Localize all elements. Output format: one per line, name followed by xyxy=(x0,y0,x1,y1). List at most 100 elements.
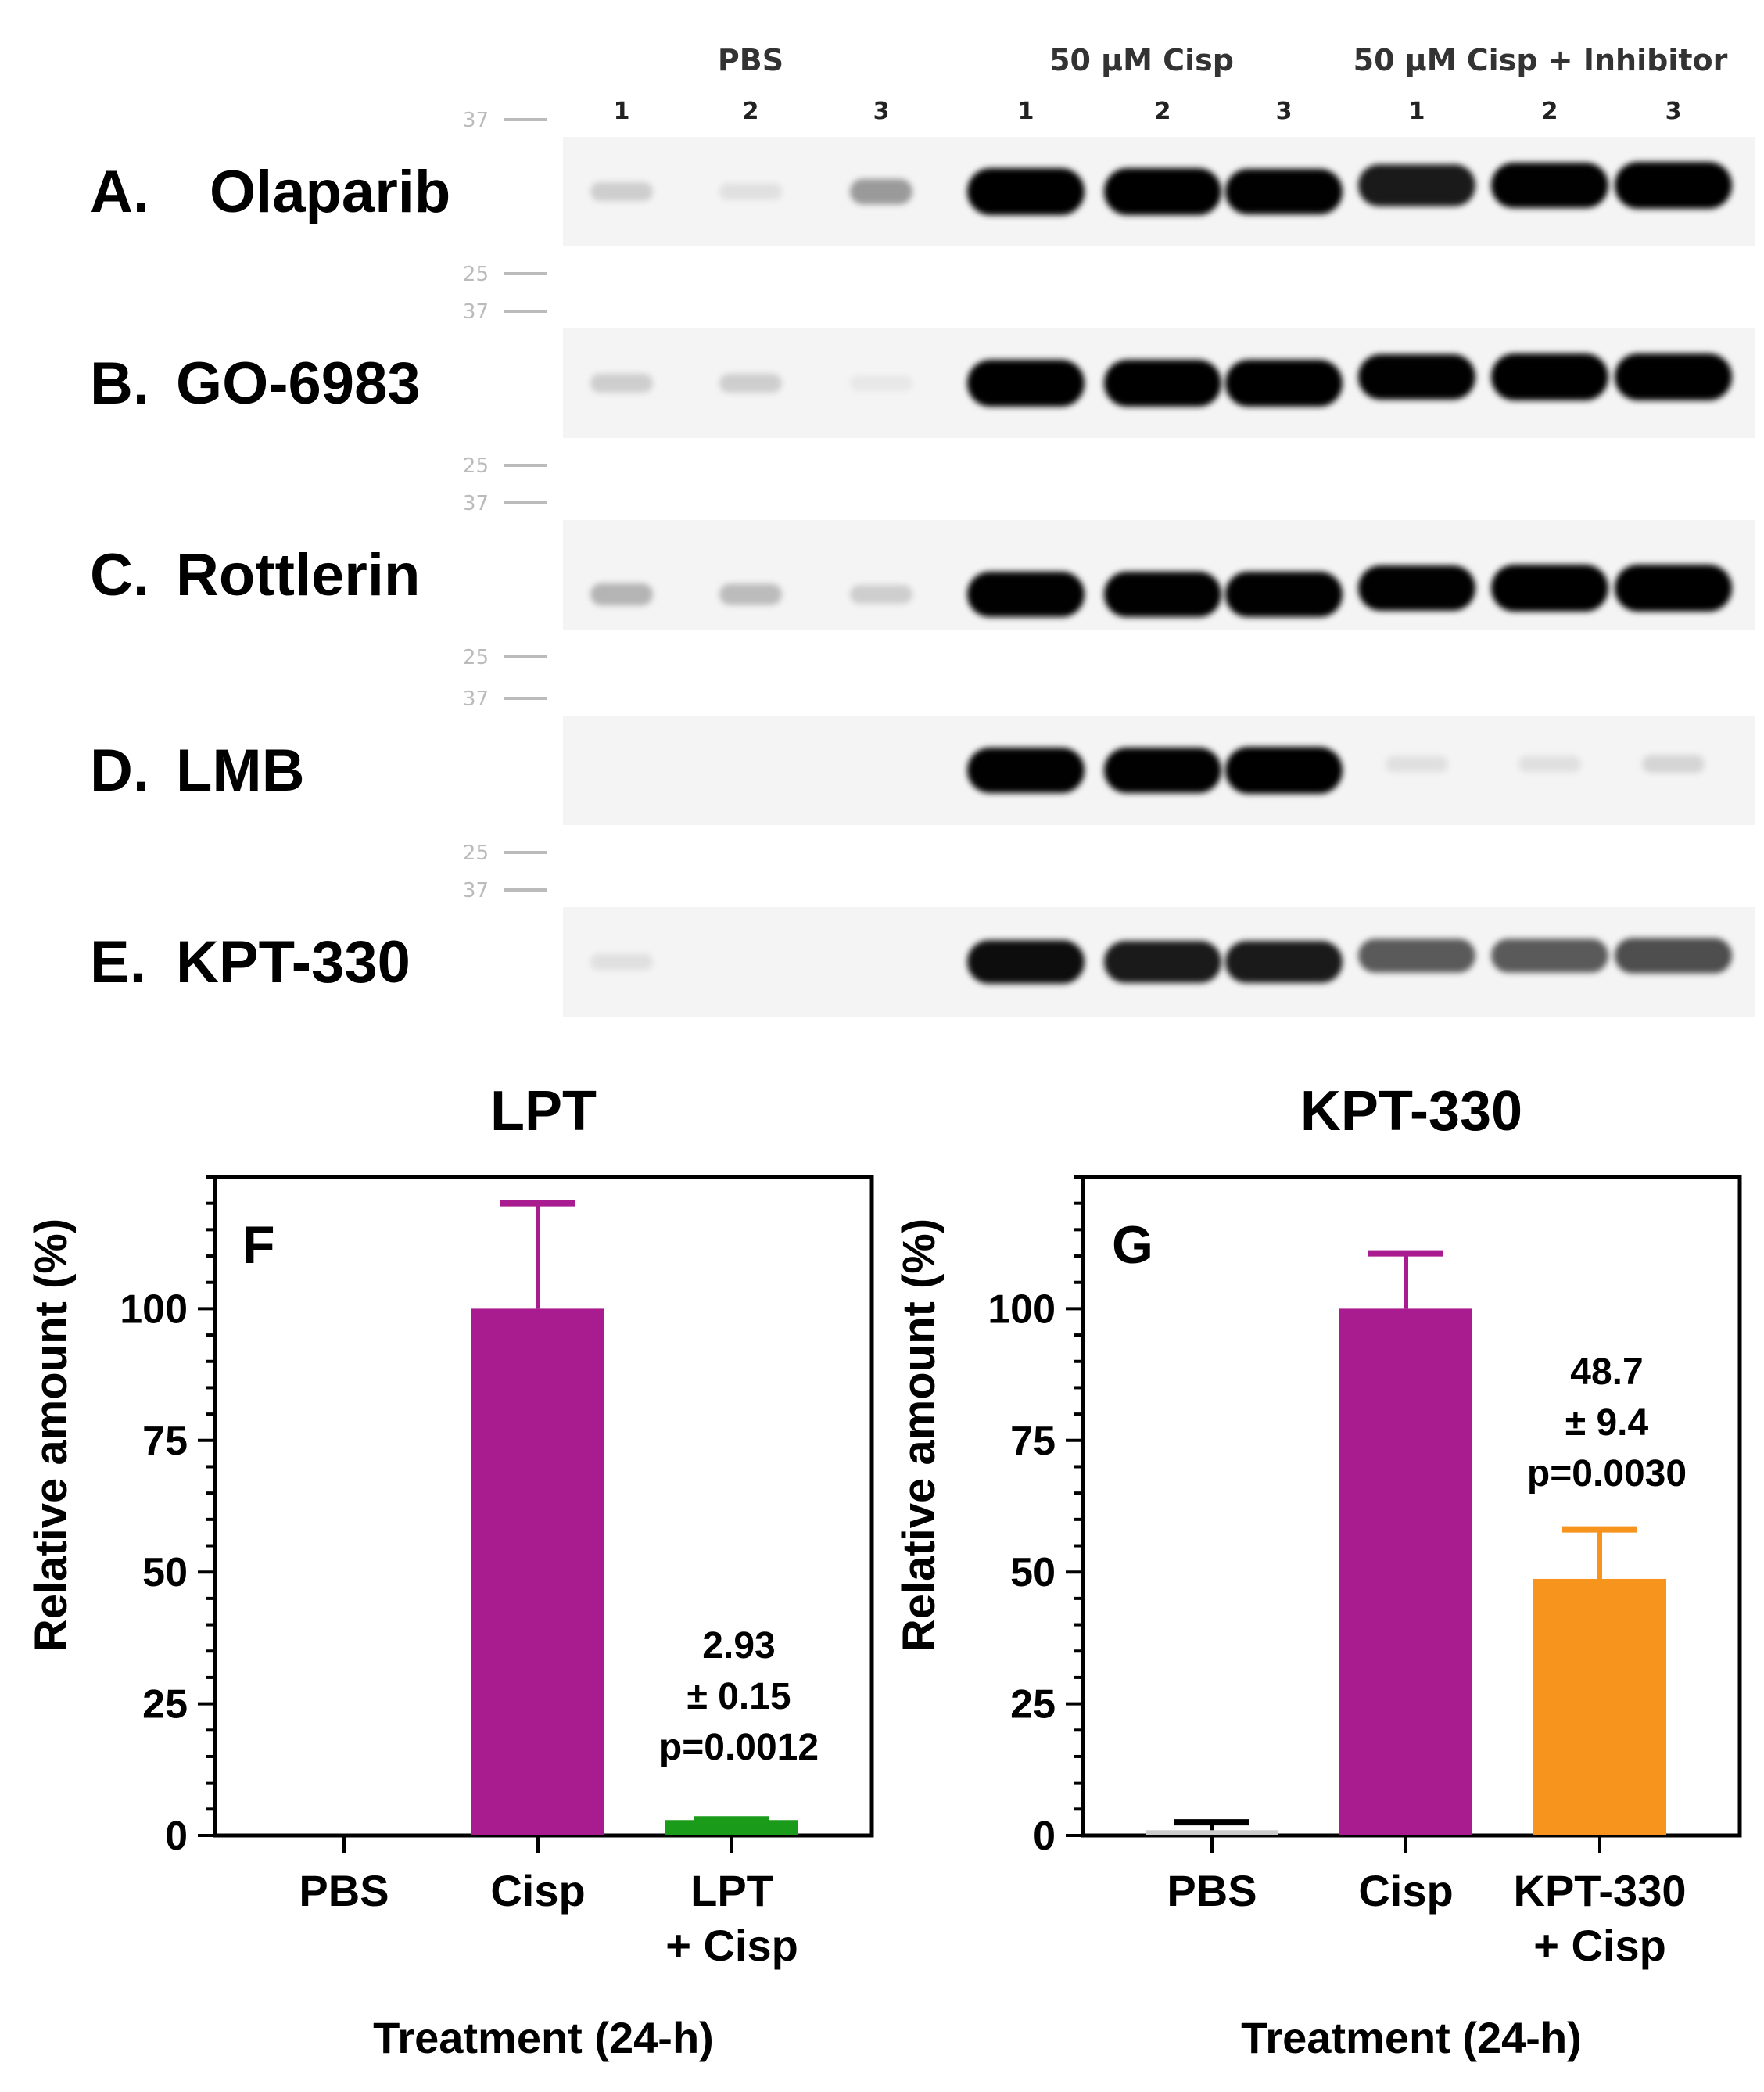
x-tick-label: Cisp xyxy=(1358,1866,1453,1915)
blot-row-letter: D. xyxy=(90,737,149,804)
mw-marker-25: 25 xyxy=(463,841,489,865)
annotation-p: p=0.0012 xyxy=(659,1727,819,1768)
y-tick-label: 25 xyxy=(1010,1682,1056,1728)
blot-band xyxy=(1615,353,1732,400)
blot-band xyxy=(1225,747,1343,794)
blot-row-letter: E. xyxy=(90,929,146,996)
blot-band xyxy=(1491,163,1608,208)
y-tick-label: 25 xyxy=(142,1682,188,1728)
bar xyxy=(471,1308,604,1835)
y-ticks: 0 25 50 75 100 xyxy=(988,1175,1083,1859)
blot-band xyxy=(1386,755,1448,773)
blot-header-cisp: 50 µM Cisp xyxy=(1049,43,1234,77)
blot-band xyxy=(1491,565,1608,612)
blot-band xyxy=(1225,360,1343,407)
blot-band xyxy=(719,183,782,200)
blot-band xyxy=(1225,941,1343,983)
blot-row: 37 25 B. GO-6983 xyxy=(90,300,1755,478)
blot-band xyxy=(590,953,653,971)
blot-band xyxy=(850,375,912,392)
y-tick-label: 100 xyxy=(988,1286,1056,1332)
blot-band xyxy=(1518,755,1581,773)
x-tick-label: LPT xyxy=(690,1866,773,1915)
blot-row-name: Rottlerin xyxy=(176,542,420,608)
annotation-sd: ± 0.15 xyxy=(687,1676,791,1717)
x-axis-label: Treatment (24-h) xyxy=(1241,2013,1582,2062)
blot-row: 37 25 D. LMB xyxy=(90,687,1755,865)
annotation-mean: 48.7 xyxy=(1570,1351,1643,1393)
blot-band xyxy=(719,583,782,605)
y-tick-label: 50 xyxy=(142,1550,188,1595)
blot-band xyxy=(1642,755,1705,773)
annotation-mean: 2.93 xyxy=(702,1625,775,1667)
chart-title: LPT xyxy=(490,1080,597,1143)
blot-band xyxy=(590,181,653,202)
x-axis-label: Treatment (24-h) xyxy=(373,2013,714,2062)
y-tick-label: 0 xyxy=(1033,1814,1056,1859)
blot-row-name: LMB xyxy=(176,737,305,804)
panel-label: G xyxy=(1112,1215,1153,1275)
x-tick-label: + Cisp xyxy=(665,1921,798,1970)
blot-band xyxy=(1225,572,1343,617)
lane-label: 3 xyxy=(873,98,890,125)
bar xyxy=(1533,1578,1666,1835)
mw-marker-37: 37 xyxy=(463,687,489,711)
x-tick-label: PBS xyxy=(299,1866,389,1915)
blot-header-cisp-inhibitor: 50 µM Cisp + Inhibitor xyxy=(1353,43,1728,77)
lane-label: 1 xyxy=(614,98,630,125)
bar xyxy=(1146,1830,1278,1835)
bar xyxy=(665,1820,798,1835)
mw-marker-25: 25 xyxy=(463,646,489,669)
blot-band xyxy=(1615,938,1732,974)
blot-band xyxy=(1358,938,1475,973)
y-axis-label: Relative amount (%) xyxy=(26,1218,77,1652)
lane-label: 1 xyxy=(1409,98,1425,125)
blot-band xyxy=(719,373,782,393)
blot-band xyxy=(1225,169,1343,214)
blot-band xyxy=(1358,565,1475,611)
y-tick-label: 0 xyxy=(165,1814,188,1859)
chart-title: KPT-330 xyxy=(1300,1080,1522,1143)
y-tick-label: 75 xyxy=(1010,1419,1056,1464)
blot-row: 37 E. KPT-330 xyxy=(90,879,1755,1017)
blot-band xyxy=(1104,748,1221,793)
blot-rows: 37 25 A. Olaparib 37 25 B. GO-6983 37 25 C. Rottler… xyxy=(90,109,1755,1017)
annotation: 48.7 ± 9.4 p=0.0030 xyxy=(1527,1351,1687,1495)
blot-row-name: GO-6983 xyxy=(176,350,421,417)
blot-band xyxy=(1358,164,1475,206)
y-tick-label: 100 xyxy=(120,1286,188,1332)
blot-band xyxy=(967,940,1085,984)
blot-band xyxy=(1615,162,1732,209)
mw-marker-37: 37 xyxy=(463,879,489,902)
blot-row-letter: C. xyxy=(90,542,149,608)
blot-row: 37 25 C. Rottlerin xyxy=(90,492,1755,669)
lane-label: 2 xyxy=(1155,98,1171,125)
blot-band xyxy=(590,583,653,606)
blot-band xyxy=(967,748,1085,793)
y-axis-label: Relative amount (%) xyxy=(894,1218,945,1652)
y-tick-label: 75 xyxy=(142,1419,188,1464)
x-tick-label: + Cisp xyxy=(1533,1921,1666,1970)
blot-band xyxy=(1491,353,1608,400)
blot-row-letter: A. xyxy=(90,159,149,225)
bar-chart-g: KPT-330 G Relative amount (%) Treatment … xyxy=(894,1080,1742,2062)
mw-marker-37: 37 xyxy=(463,109,489,132)
blot-band xyxy=(1615,565,1732,612)
mw-marker-37: 37 xyxy=(463,300,489,324)
bars xyxy=(471,1200,798,1835)
blot-band xyxy=(1104,572,1221,617)
blot-row-letter: B. xyxy=(90,350,149,417)
blot-band xyxy=(850,584,912,605)
blot-band xyxy=(967,572,1085,617)
mw-marker-37: 37 xyxy=(463,492,489,515)
x-ticks: PBS Cisp LPT + Cisp xyxy=(299,1835,798,1970)
blot-band xyxy=(1104,360,1221,407)
y-ticks: 0 25 50 75 100 xyxy=(120,1175,215,1859)
lane-label: 3 xyxy=(1665,98,1682,125)
blot-lane-labels: 1 2 3 1 2 3 1 2 3 xyxy=(614,98,1682,125)
western-blot: PBS 50 µM Cisp 50 µM Cisp + Inhibitor 1 2… xyxy=(90,43,1755,1017)
blot-band xyxy=(1358,354,1475,400)
bar xyxy=(1339,1308,1472,1835)
blot-band xyxy=(967,360,1085,407)
